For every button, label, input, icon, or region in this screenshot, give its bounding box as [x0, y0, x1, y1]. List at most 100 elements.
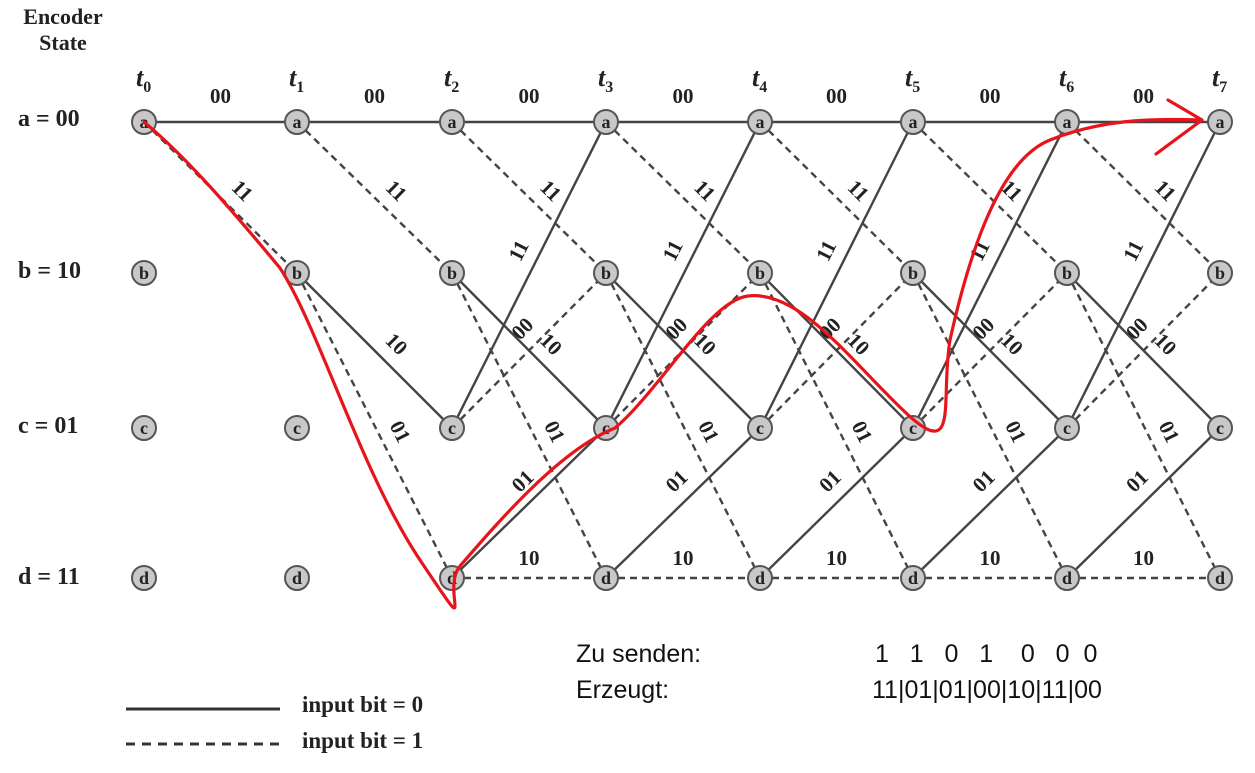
edge-label-d-d-t5: 10: [980, 546, 1001, 570]
node-a-t5: a: [900, 109, 926, 135]
edge-d-c-t4: [767, 435, 906, 571]
node-letter-c-t4: c: [756, 418, 764, 438]
edge-label-d-c-t5: 01: [968, 465, 1000, 497]
node-b-t0: b: [131, 260, 157, 286]
legend-label-input-0: input bit = 0: [302, 692, 424, 717]
edge-label-a-b-t4: 11: [843, 175, 874, 206]
edge-a-b-t5: [920, 129, 1060, 266]
edge-label-a-b-t3: 11: [689, 175, 720, 206]
node-a-t3: a: [593, 109, 619, 135]
edge-b-d-t2: [456, 283, 602, 568]
node-letter-b-t3: b: [601, 263, 611, 283]
edge-a-b-t3: [613, 129, 753, 266]
edge-b-d-t6: [1071, 283, 1216, 568]
node-letter-c-t3: c: [602, 418, 610, 438]
node-letter-d-t6: d: [1062, 568, 1072, 588]
edge-b-c-t1: [304, 280, 445, 421]
edge-c-b-t5: [920, 280, 1060, 421]
node-letter-b-t0: b: [139, 263, 149, 283]
node-b-t3: b: [593, 260, 619, 286]
node-letter-c-t7: c: [1216, 418, 1224, 438]
edge-label-b-d-t1: 01: [385, 417, 416, 447]
node-letter-d-t7: d: [1215, 568, 1225, 588]
edge-c-a-t3: [610, 132, 756, 418]
edge-label-b-c-t3: 10: [689, 328, 721, 360]
time-label-t5: t5: [905, 63, 920, 96]
edge-b-d-t5: [917, 283, 1063, 568]
time-label-t7: t7: [1212, 63, 1227, 96]
node-letter-d-t3: d: [601, 568, 611, 588]
node-c-t0: c: [131, 415, 157, 441]
node-letter-a-t6: a: [1063, 112, 1072, 132]
node-b-t5: b: [900, 260, 926, 286]
node-d-t4: d: [747, 565, 773, 591]
edge-label-b-c-t6: 10: [1150, 328, 1182, 360]
edge-label-a-b-t1: 11: [381, 175, 412, 206]
edge-label-c-a-t3: 11: [657, 236, 687, 265]
edge-label-c-b-t3: 00: [660, 313, 692, 345]
edge-label-c-b-t4: 00: [814, 313, 846, 345]
edge-output-labels: 0011001110010011100111000110001110011100…: [210, 84, 1185, 570]
node-d-t1: d: [284, 565, 310, 591]
edge-label-d-c-t6: 01: [1121, 465, 1153, 497]
edge-label-c-a-t2: 11: [503, 236, 533, 265]
decoded-path-highlight: [142, 98, 1204, 610]
node-b-t7: b: [1207, 260, 1233, 286]
edge-c-b-t2: [459, 280, 599, 421]
edge-a-b-t2: [459, 129, 599, 266]
edge-c-a-t5: [917, 132, 1063, 418]
edge-label-d-d-t6: 10: [1133, 546, 1154, 570]
node-letter-d-t0: d: [139, 568, 149, 588]
edge-label-a-a-t1: 00: [364, 84, 385, 108]
node-letter-b-t1: b: [292, 263, 302, 283]
node-c-t6: c: [1054, 415, 1080, 441]
time-label-t1: t1: [289, 63, 304, 96]
node-d-t7: d: [1207, 565, 1233, 591]
node-letter-d-t2: d: [447, 568, 457, 588]
encoder-state-header-line1: Encoder: [23, 4, 103, 29]
node-letter-d-t4: d: [755, 568, 765, 588]
edge-label-d-c-t4: 01: [814, 465, 846, 497]
node-letter-a-t7: a: [1216, 112, 1225, 132]
edge-c-b-t4: [767, 280, 906, 421]
node-letter-c-t0: c: [140, 418, 148, 438]
node-letter-d-t5: d: [908, 568, 918, 588]
node-letter-b-t5: b: [908, 263, 918, 283]
node-letter-a-t5: a: [909, 112, 918, 132]
node-letter-c-t6: c: [1063, 418, 1071, 438]
edge-c-a-t4: [764, 132, 909, 418]
node-a-t1: a: [284, 109, 310, 135]
edge-a-b-t0: [151, 129, 290, 266]
edge-label-d-d-t3: 10: [673, 546, 694, 570]
legend-dashed-line: [126, 742, 280, 746]
edge-d-c-t3: [613, 435, 753, 571]
edge-label-d-d-t4: 10: [826, 546, 847, 570]
edge-label-b-c-t2: 10: [535, 328, 567, 360]
node-letter-a-t1: a: [293, 112, 302, 132]
edge-label-a-a-t4: 00: [826, 84, 847, 108]
node-a-t7: a: [1207, 109, 1233, 135]
edge-label-a-a-t5: 00: [980, 84, 1001, 108]
node-b-t4: b: [747, 260, 773, 286]
edge-label-a-a-t0: 00: [210, 84, 231, 108]
time-label-t4: t4: [752, 63, 767, 96]
generated-label: Erzeugt:: [576, 676, 670, 704]
edge-label-b-d-t5: 01: [1000, 417, 1031, 447]
edge-d-c-t6: [1074, 435, 1213, 571]
highlight-path-line: [142, 117, 1202, 610]
node-d-t2: d: [439, 565, 465, 591]
edge-label-d-c-t2: 01: [507, 465, 539, 497]
node-letter-d-t1: d: [292, 568, 302, 588]
node-letter-a-t4: a: [756, 112, 765, 132]
state-label-d: d = 11: [18, 564, 80, 590]
node-c-t2: c: [439, 415, 465, 441]
node-d-t6: d: [1054, 565, 1080, 591]
node-c-t4: c: [747, 415, 773, 441]
time-label-t2: t2: [444, 63, 459, 96]
edge-b-d-t4: [764, 283, 909, 568]
edge-label-c-b-t6: 00: [1121, 313, 1153, 345]
send-label: Zu senden:: [576, 640, 702, 668]
edge-d-c-t5: [920, 435, 1060, 571]
node-b-t6: b: [1054, 260, 1080, 286]
